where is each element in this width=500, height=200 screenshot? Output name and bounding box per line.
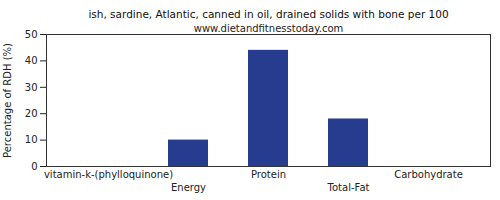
svg-text:Carbohydrate: Carbohydrate [394,169,463,180]
svg-text:Protein: Protein [251,169,286,180]
svg-text:10: 10 [25,134,38,145]
svg-text:Total-Fat: Total-Fat [327,182,370,193]
svg-text:20: 20 [25,108,38,119]
svg-text:40: 40 [25,55,38,66]
svg-text:50: 50 [25,29,38,40]
svg-text:Percentage of RDH (%): Percentage of RDH (%) [2,43,13,158]
svg-text:vitamin-k-(phylloquinone): vitamin-k-(phylloquinone) [44,169,173,180]
svg-text:www.dietandfitnesstoday.com: www.dietandfitnesstoday.com [194,23,343,34]
svg-text:0: 0 [31,161,37,172]
svg-text:Energy: Energy [171,182,206,193]
svg-text:30: 30 [25,82,38,93]
svg-text:ish, sardine, Atlantic, canned: ish, sardine, Atlantic, canned in oil, d… [88,8,448,20]
